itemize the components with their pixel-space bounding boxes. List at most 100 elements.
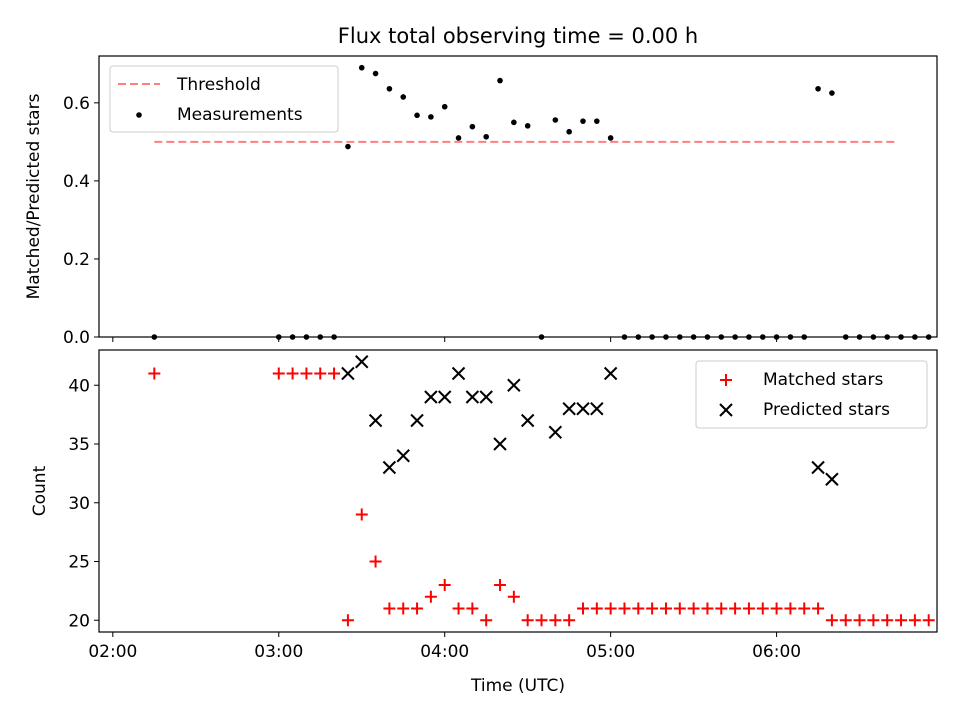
bottom-y-tick-label: 30 [68, 494, 90, 514]
matched-star-point [272, 367, 285, 380]
matched-star-point [397, 602, 410, 615]
matched-star-point [812, 602, 825, 615]
legend-threshold-label: Threshold [176, 75, 261, 95]
predicted-star-point [465, 390, 480, 404]
matched-star-point [507, 590, 520, 603]
bottom-x-ticks: 02:00 03:00 04:00 05:00 06:00 [88, 632, 801, 662]
matched-star-point [480, 614, 493, 627]
matched-star-point [576, 602, 589, 615]
matched-star-point [300, 367, 313, 380]
matched-star-point [328, 367, 341, 380]
measurement-point [566, 128, 572, 135]
bottom-axes-frame [98, 349, 938, 633]
top-y-tick-label: 0.2 [63, 250, 90, 270]
predicted-star-point [811, 460, 825, 475]
matched-star-point [383, 602, 396, 615]
x-tick-label: 05:00 [586, 642, 635, 662]
legend-matched-label: Matched stars [763, 370, 883, 390]
legend-matched-marker [720, 374, 732, 386]
bottom-panel: 20 25 30 35 40 02:00 03:00 04:00 05:00 06:00 Cou… [30, 349, 938, 696]
legend-measurements-label: Measurements [177, 105, 303, 125]
measurement-point [829, 90, 835, 96]
bottom-legend-box [695, 360, 928, 429]
x-tick-label: 06:00 [752, 642, 801, 662]
measurement-point [358, 64, 365, 71]
measurement-point [469, 123, 476, 130]
measurement-point [414, 112, 420, 119]
matched-star-point [825, 614, 838, 627]
measurement-point [497, 77, 503, 84]
matched-star-point [521, 614, 534, 627]
measurement-point [345, 143, 351, 150]
bottom-y-tick-label: 40 [68, 376, 90, 396]
matched-star-point [549, 614, 562, 627]
top-y-tick-label: 0.4 [63, 172, 90, 192]
predicted-star-point [548, 425, 563, 439]
matched-star-point [908, 614, 921, 627]
top-chart-title: Flux total observing time = 0.00 h [338, 24, 698, 48]
matched-star-point [438, 579, 451, 591]
predicted-star-point [493, 437, 507, 451]
matched-star-point [411, 602, 424, 615]
measurement-point [594, 118, 600, 124]
matched-star-point [604, 602, 617, 615]
top-x-ticks [112, 337, 778, 342]
top-y-axis-label: Matched/Predicted stars [24, 93, 44, 299]
measurement-point [511, 119, 517, 126]
bottom-y-tick-label: 35 [68, 435, 90, 455]
x-axis-label: Time (UTC) [470, 676, 565, 696]
top-axes-frame [98, 55, 938, 338]
predicted-star-point [410, 413, 424, 428]
matched-star-point [355, 508, 368, 521]
predicted-star-point [520, 413, 535, 428]
top-panel: Flux total observing time = 0.00 h 0.00.… [24, 24, 938, 348]
matched-star-point [881, 614, 894, 627]
matched-star-point [756, 602, 769, 615]
matched-star-point [341, 614, 354, 627]
matched-star-point [784, 602, 797, 615]
top-legend: Threshold Measurements [109, 65, 339, 133]
matched-star-point [770, 602, 783, 615]
measurement-point [400, 94, 407, 100]
matched-star-point [659, 602, 672, 615]
matched-star-point [452, 602, 465, 615]
bottom-y-tick-label: 25 [68, 553, 90, 573]
measurement-point [607, 135, 614, 141]
matched-star-point [867, 614, 880, 627]
matched-star-point [369, 555, 382, 568]
x-tick-label: 02:00 [88, 642, 137, 662]
top-y-ticks: 0.0 0.2 0.4 0.6 [63, 94, 99, 348]
measurement-point [372, 70, 379, 77]
matched-star-point [853, 614, 866, 627]
measurement-point [580, 118, 586, 124]
matched-star-point [535, 614, 548, 627]
predicted-star-point [603, 366, 618, 381]
measurement-point [386, 85, 393, 92]
x-tick-label: 04:00 [420, 642, 469, 662]
predicted-star-point [507, 378, 521, 392]
predicted-star-point [438, 390, 452, 404]
matched-star-point [590, 602, 603, 615]
bottom-plot-data [148, 355, 935, 627]
bottom-y-tick-label: 20 [68, 611, 90, 631]
measurement-point [455, 135, 462, 141]
predicted-star-point [479, 390, 493, 404]
matched-star-point [687, 602, 700, 615]
predicted-star-point [590, 402, 604, 416]
matched-star-point [715, 602, 728, 615]
matched-star-point [494, 579, 507, 591]
predicted-star-point [382, 460, 397, 475]
matched-star-point [646, 602, 659, 615]
matched-star-point [632, 602, 645, 615]
measurement-point [483, 133, 489, 140]
legend-measurements-marker [136, 112, 142, 118]
matched-star-point [148, 367, 161, 380]
matched-star-point [314, 367, 327, 380]
predicted-star-point [576, 402, 590, 416]
bottom-legend: Matched stars Predicted stars [695, 360, 928, 429]
bottom-y-axis-label: Count [30, 465, 50, 516]
matched-star-point [742, 602, 755, 615]
matched-star-point [701, 602, 714, 615]
matched-star-point [466, 602, 479, 615]
